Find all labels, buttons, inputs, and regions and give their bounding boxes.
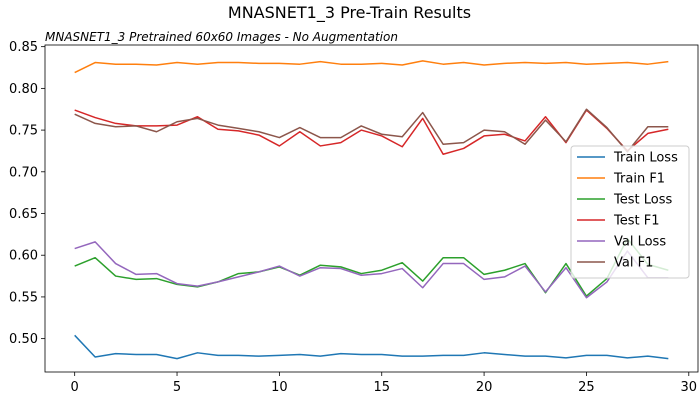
legend: Train Loss Train F1 Test Loss Test F1 Val Lo… — [570, 145, 690, 279]
plot-area: 0 5 10 15 20 25 30 0.50 0.55 0.60 0.65 0.70 0.75 0.80… — [9, 40, 699, 395]
x-tick-label: 5 — [173, 380, 181, 395]
series-line-4 — [74, 241, 669, 299]
axes-frame — [44, 44, 699, 373]
series-line-2 — [74, 237, 669, 297]
x-tick-label: 0 — [71, 380, 79, 395]
series-line-0 — [74, 334, 669, 360]
y-tick-label: 0.60 — [9, 249, 38, 264]
y-tick-label: 0.80 — [9, 82, 38, 97]
chart-subtitle: MNASNET1_3 Pretrained 60x60 Images - No … — [45, 30, 398, 44]
series-line-1 — [74, 60, 669, 74]
series-line-5 — [74, 108, 669, 153]
y-tick-label: 0.85 — [9, 40, 38, 55]
legend-label-3: Test F1 — [613, 214, 659, 229]
y-tick-label: 0.65 — [9, 207, 38, 222]
x-tick-label: 20 — [476, 380, 493, 395]
x-tick-label: 15 — [373, 380, 390, 395]
y-tick-label: 0.50 — [9, 332, 38, 347]
y-tick-label: 0.70 — [9, 165, 38, 180]
x-tick-label: 30 — [681, 380, 698, 395]
legend-label-4: Val Loss — [614, 235, 666, 250]
y-tick-label: 0.55 — [9, 290, 38, 305]
x-tick-label: 25 — [578, 380, 595, 395]
chart-title: MNASNET1_3 Pre-Train Results — [228, 3, 471, 23]
legend-label-1: Train F1 — [613, 172, 665, 187]
legend-label-5: Val F1 — [614, 256, 653, 271]
legend-label-0: Train Loss — [613, 151, 678, 166]
x-tick-label: 10 — [271, 380, 288, 395]
legend-box — [570, 145, 690, 279]
legend-label-2: Test Loss — [613, 193, 672, 208]
y-tick-label: 0.75 — [9, 124, 38, 139]
